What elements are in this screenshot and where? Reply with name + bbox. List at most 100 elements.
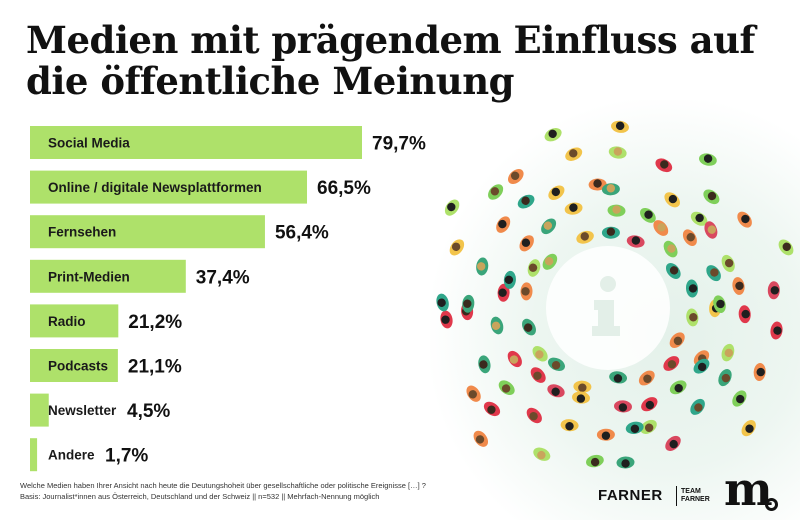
- person-figure: [713, 295, 726, 314]
- person-figure: [508, 168, 524, 185]
- person-figure: [699, 153, 717, 166]
- person-figure: [665, 263, 681, 279]
- person-figure: [663, 240, 678, 258]
- person-figure: [682, 229, 697, 246]
- person-figure: [560, 419, 579, 432]
- bar-label: Fernsehen: [48, 225, 116, 240]
- person-figure: [704, 221, 718, 239]
- bar-label: Online / digitale Newsplattformen: [48, 180, 262, 195]
- person-figure: [640, 207, 656, 223]
- person-figure: [607, 204, 626, 217]
- person-figure: [626, 235, 645, 248]
- person-figure: [706, 265, 721, 282]
- person-figure: [608, 146, 627, 159]
- person-figure: [544, 128, 562, 142]
- person-figure: [565, 147, 583, 161]
- person-figure: [520, 282, 533, 301]
- person-figure: [462, 294, 475, 313]
- person-figure: [466, 385, 481, 402]
- team-farner-logo: TEAM FARNER: [681, 488, 710, 503]
- bar-value-label: 66,5%: [317, 178, 371, 199]
- bar: [30, 170, 308, 204]
- person-figure: [496, 216, 511, 233]
- person-figure: [721, 343, 735, 362]
- person-figure: [685, 279, 699, 298]
- person-figure: [778, 239, 794, 256]
- logo-divider: [676, 486, 677, 506]
- person-figure: [669, 380, 687, 395]
- bar-value-label: 21,2%: [128, 312, 182, 333]
- person-figure: [690, 211, 708, 226]
- person-figure: [527, 259, 541, 277]
- person-figure: [738, 305, 751, 324]
- person-figure: [498, 380, 515, 395]
- bar: [30, 304, 119, 338]
- bar: [30, 126, 362, 159]
- person-figure: [488, 184, 504, 200]
- person-figure: [732, 390, 747, 407]
- person-figure: [573, 380, 592, 393]
- person-figure: [601, 183, 620, 196]
- person-figure: [586, 454, 604, 468]
- bar-value-label: 79,7%: [372, 134, 426, 155]
- bar-value-label: 4,5%: [127, 401, 170, 422]
- person-figure: [519, 235, 534, 252]
- bar: [30, 349, 118, 382]
- bar-label: Social Media: [48, 136, 130, 151]
- person-figure: [611, 120, 629, 133]
- person-figure: [616, 456, 635, 469]
- person-figure: [686, 308, 699, 327]
- person-figure: [663, 356, 680, 371]
- person-figure: [449, 239, 465, 256]
- chart-title: Medien mit prägendem Einfluss auf die öf…: [26, 18, 755, 103]
- person-figure: [767, 281, 780, 300]
- person-figure: [548, 357, 565, 372]
- person-figure: [440, 310, 453, 329]
- person-figure: [507, 350, 522, 368]
- person-figure: [476, 257, 489, 276]
- person-figure: [614, 400, 632, 413]
- person-figure: [609, 371, 628, 384]
- person-figure: [653, 220, 669, 236]
- person-figure: [564, 202, 583, 215]
- footnote-question: Welche Medien haben Ihrer Ansicht nach h…: [20, 481, 426, 490]
- person-figure: [669, 332, 685, 348]
- bar-value-label: 37,4%: [196, 267, 250, 288]
- m-logo: m: [724, 462, 773, 516]
- person-figure: [664, 192, 680, 208]
- person-figure: [436, 293, 449, 312]
- person-figure: [532, 346, 548, 362]
- person-figure: [444, 199, 460, 216]
- person-figure: [576, 230, 594, 244]
- person-figure: [497, 283, 510, 302]
- person-figure: [522, 318, 536, 336]
- person-figure: [741, 419, 756, 437]
- person-figure: [601, 226, 620, 239]
- person-figure: [548, 185, 565, 200]
- person-figure: [542, 253, 558, 270]
- bar: [30, 393, 49, 427]
- bar: [30, 438, 38, 472]
- person-figure: [770, 321, 783, 340]
- person-figure: [483, 401, 501, 417]
- person-figure: [625, 421, 644, 434]
- bar-label: Podcasts: [48, 359, 108, 374]
- person-figure: [732, 277, 745, 295]
- person-figure: [721, 254, 735, 273]
- person-figure: [737, 211, 752, 228]
- person-figure: [526, 407, 542, 424]
- bar-label: Radio: [48, 314, 86, 329]
- person-figure: [572, 391, 590, 404]
- person-figure: [533, 447, 551, 461]
- person-figure: [478, 355, 491, 374]
- person-figure: [547, 384, 565, 398]
- person-figure: [703, 189, 720, 205]
- person-figure: [596, 428, 615, 441]
- bar-label: Newsletter: [48, 403, 117, 418]
- bar-label: Andere: [48, 448, 95, 463]
- bar-value-label: 1,7%: [105, 446, 148, 467]
- bar-label: Print-Medien: [48, 269, 130, 284]
- person-figure: [503, 270, 516, 289]
